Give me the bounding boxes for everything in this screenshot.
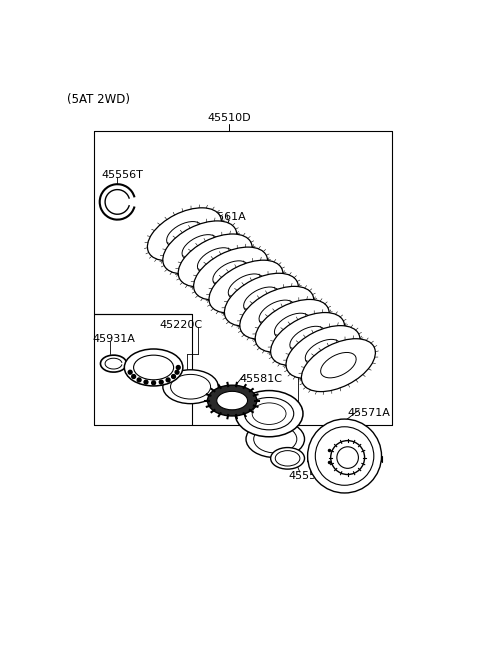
Ellipse shape — [167, 222, 202, 247]
Ellipse shape — [337, 447, 359, 468]
Ellipse shape — [228, 274, 264, 299]
Ellipse shape — [259, 300, 295, 325]
Circle shape — [175, 370, 179, 374]
Ellipse shape — [147, 208, 221, 260]
Ellipse shape — [254, 425, 297, 453]
Ellipse shape — [197, 248, 233, 273]
Ellipse shape — [182, 235, 217, 260]
Ellipse shape — [255, 299, 329, 352]
Text: 45552A: 45552A — [288, 472, 331, 482]
Ellipse shape — [235, 390, 303, 437]
Ellipse shape — [331, 441, 365, 474]
Ellipse shape — [207, 385, 257, 416]
Ellipse shape — [170, 375, 211, 399]
Ellipse shape — [286, 325, 360, 379]
Text: 45554A: 45554A — [299, 368, 341, 379]
Text: 45581C: 45581C — [240, 374, 283, 384]
Ellipse shape — [240, 287, 314, 339]
Text: 45571A: 45571A — [348, 408, 391, 419]
Ellipse shape — [321, 352, 356, 378]
Text: 45931A: 45931A — [92, 335, 135, 344]
Ellipse shape — [133, 355, 174, 380]
Text: 45556T: 45556T — [101, 170, 143, 180]
Circle shape — [137, 378, 141, 382]
Circle shape — [128, 370, 132, 374]
Circle shape — [166, 378, 170, 382]
Ellipse shape — [290, 326, 325, 352]
Text: (5AT 2WD): (5AT 2WD) — [67, 92, 131, 106]
Ellipse shape — [244, 398, 294, 430]
Circle shape — [152, 381, 156, 385]
Ellipse shape — [271, 312, 345, 365]
Text: 45510D: 45510D — [207, 113, 251, 123]
Ellipse shape — [163, 221, 237, 274]
Ellipse shape — [246, 420, 304, 458]
Ellipse shape — [178, 234, 252, 287]
Ellipse shape — [124, 349, 183, 386]
Text: 45220C: 45220C — [160, 321, 203, 331]
Circle shape — [144, 380, 148, 384]
Circle shape — [172, 375, 176, 379]
Ellipse shape — [193, 247, 267, 300]
Ellipse shape — [301, 338, 375, 392]
Ellipse shape — [275, 451, 300, 466]
Ellipse shape — [225, 274, 299, 326]
Circle shape — [176, 365, 180, 369]
Ellipse shape — [244, 287, 279, 312]
Ellipse shape — [209, 260, 283, 313]
Ellipse shape — [163, 370, 218, 403]
Ellipse shape — [271, 447, 304, 469]
Ellipse shape — [213, 261, 248, 286]
Circle shape — [159, 380, 163, 384]
Ellipse shape — [217, 392, 248, 410]
Text: 45561A: 45561A — [204, 212, 246, 222]
Ellipse shape — [252, 403, 286, 424]
Ellipse shape — [308, 419, 382, 493]
Circle shape — [132, 375, 135, 379]
Ellipse shape — [315, 427, 374, 485]
Ellipse shape — [275, 313, 310, 338]
Ellipse shape — [305, 339, 341, 365]
